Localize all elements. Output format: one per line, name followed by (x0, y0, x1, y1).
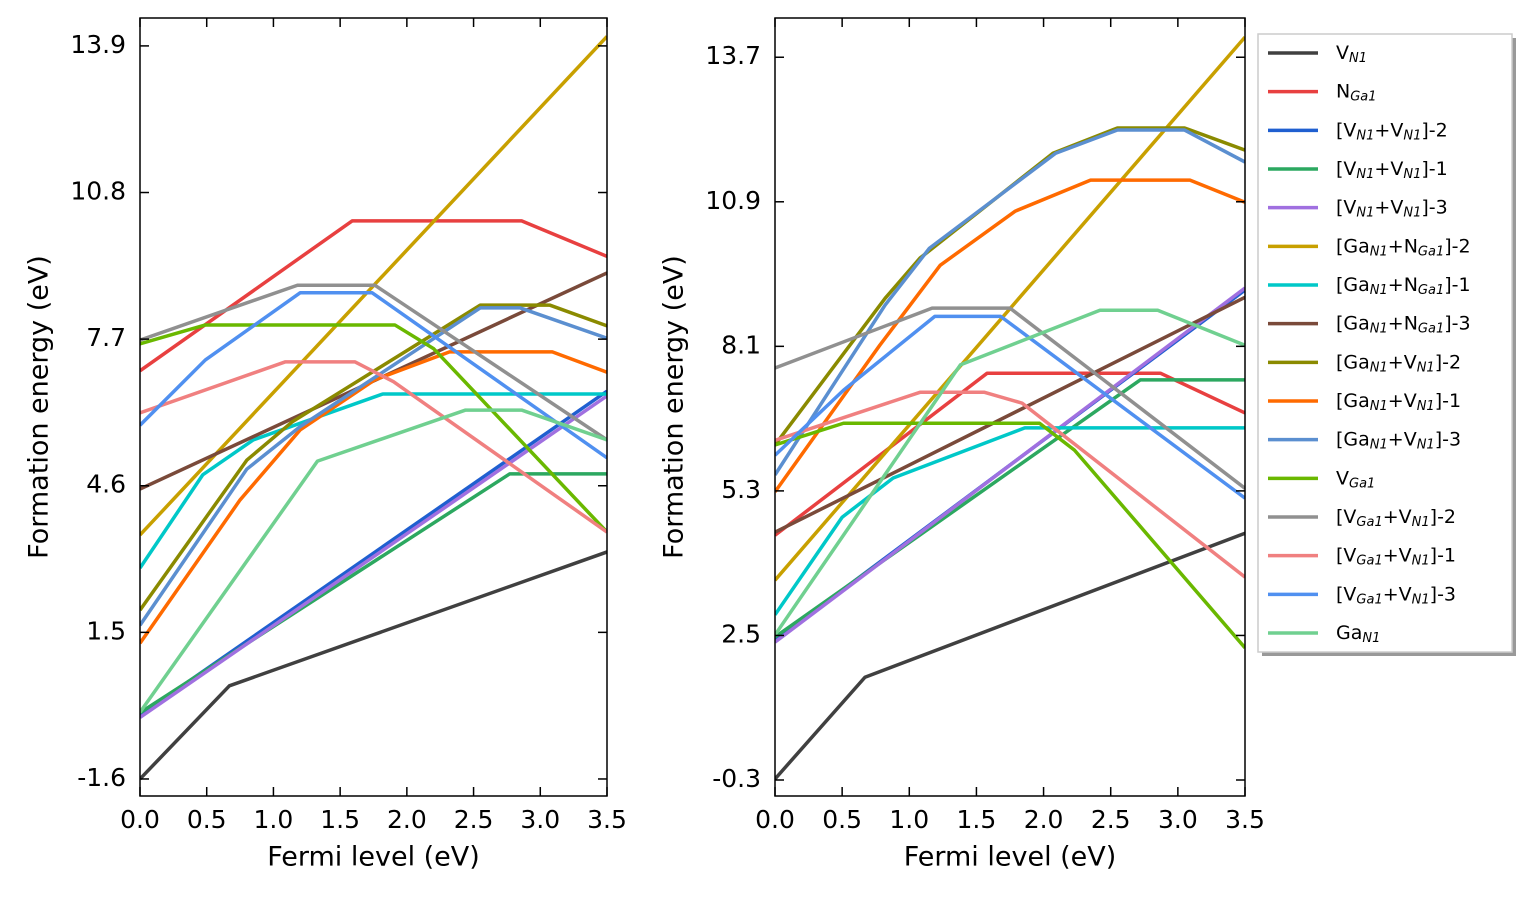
legend-label: [VGa1+VN1]-3 (1336, 583, 1456, 607)
x-tick-label: 0.5 (822, 805, 862, 834)
series-line (775, 178, 1245, 493)
x-tick-label: 3.5 (1225, 805, 1265, 834)
legend-label: [VGa1+VN1]-2 (1336, 506, 1456, 530)
legend-label: VN1 (1336, 42, 1367, 66)
series-line (775, 286, 1245, 644)
x-tick-label: 0.5 (187, 805, 227, 834)
legend-label: [VN1+VN1]-1 (1336, 158, 1448, 182)
series-line (140, 306, 607, 627)
series-line (140, 360, 607, 534)
legend-box (1257, 33, 1513, 653)
x-tick-label: 3.0 (1158, 805, 1198, 834)
x-axis-label: Fermi level (eV) (267, 842, 480, 873)
x-tick-label: 1.0 (889, 805, 929, 834)
series-line (140, 392, 607, 570)
x-tick-label: 0.0 (120, 805, 160, 834)
series-line (140, 291, 607, 460)
y-axis-label: Formation energy (eV) (24, 255, 55, 559)
series-line (775, 390, 1245, 579)
legend-label: [VGa1+VN1]-1 (1336, 544, 1456, 568)
legend-label: [GaN1+NGa1]-2 (1336, 235, 1471, 259)
series-line (775, 295, 1245, 534)
y-tick-label: 10.9 (705, 186, 761, 215)
series-line (140, 219, 607, 373)
legend-label: [GaN1+NGa1]-3 (1336, 312, 1471, 336)
x-tick-label: 0.0 (755, 805, 795, 834)
x-tick-label: 2.5 (454, 805, 494, 834)
series-line (140, 350, 607, 645)
legend-label: NGa1 (1336, 80, 1377, 104)
y-tick-label: 8.1 (721, 330, 761, 359)
series-line (140, 303, 607, 612)
legend-label: [GaN1+VN1]-1 (1336, 390, 1461, 414)
plot-area (775, 35, 1245, 781)
legend-label: [GaN1+VN1]-3 (1336, 428, 1461, 452)
plot-area (140, 35, 607, 781)
axes-frame (774, 17, 1246, 797)
x-axis-label: Fermi level (eV) (904, 842, 1117, 873)
x-tick-label: 1.0 (254, 805, 294, 834)
series-line (140, 283, 607, 442)
y-tick-label: -1.6 (77, 763, 126, 792)
y-tick-label: 13.7 (705, 41, 761, 70)
series-line (775, 128, 1245, 476)
series-line (775, 426, 1245, 616)
legend-label: VGa1 (1336, 467, 1375, 491)
series-line (775, 126, 1245, 446)
series-line (775, 308, 1245, 636)
legend-label: GaN1 (1336, 622, 1380, 646)
legend-label: [GaN1+NGa1]-1 (1336, 274, 1471, 298)
x-tick-label: 2.5 (1091, 805, 1131, 834)
series-line (775, 314, 1245, 500)
y-tick-label: 1.5 (86, 616, 126, 645)
legend-label: [GaN1+VN1]-2 (1336, 351, 1461, 375)
x-tick-label: 1.5 (957, 805, 997, 834)
x-tick-label: 1.5 (320, 805, 360, 834)
series-line (140, 408, 607, 714)
x-tick-label: 3.0 (520, 805, 560, 834)
y-tick-label: -0.3 (712, 764, 761, 793)
y-tick-label: 7.7 (86, 323, 126, 352)
series-line (140, 550, 607, 781)
series-line (775, 531, 1245, 781)
x-tick-label: 2.0 (387, 805, 427, 834)
x-tick-label: 2.0 (1024, 805, 1064, 834)
y-axis-label: Formation energy (eV) (659, 255, 690, 559)
series-line (775, 306, 1245, 490)
series-line (140, 394, 607, 719)
y-tick-label: 10.8 (70, 177, 126, 206)
y-tick-label: 5.3 (721, 475, 761, 504)
y-tick-label: 2.5 (721, 619, 761, 648)
legend-label: [VN1+VN1]-2 (1336, 119, 1448, 143)
y-tick-label: 13.9 (70, 30, 126, 59)
y-tick-label: 4.6 (86, 470, 126, 499)
axes-frame (139, 17, 608, 797)
series-line (775, 371, 1245, 537)
x-tick-label: 3.5 (587, 805, 627, 834)
legend-label: [VN1+VN1]-3 (1336, 196, 1448, 220)
series-line (775, 421, 1245, 649)
